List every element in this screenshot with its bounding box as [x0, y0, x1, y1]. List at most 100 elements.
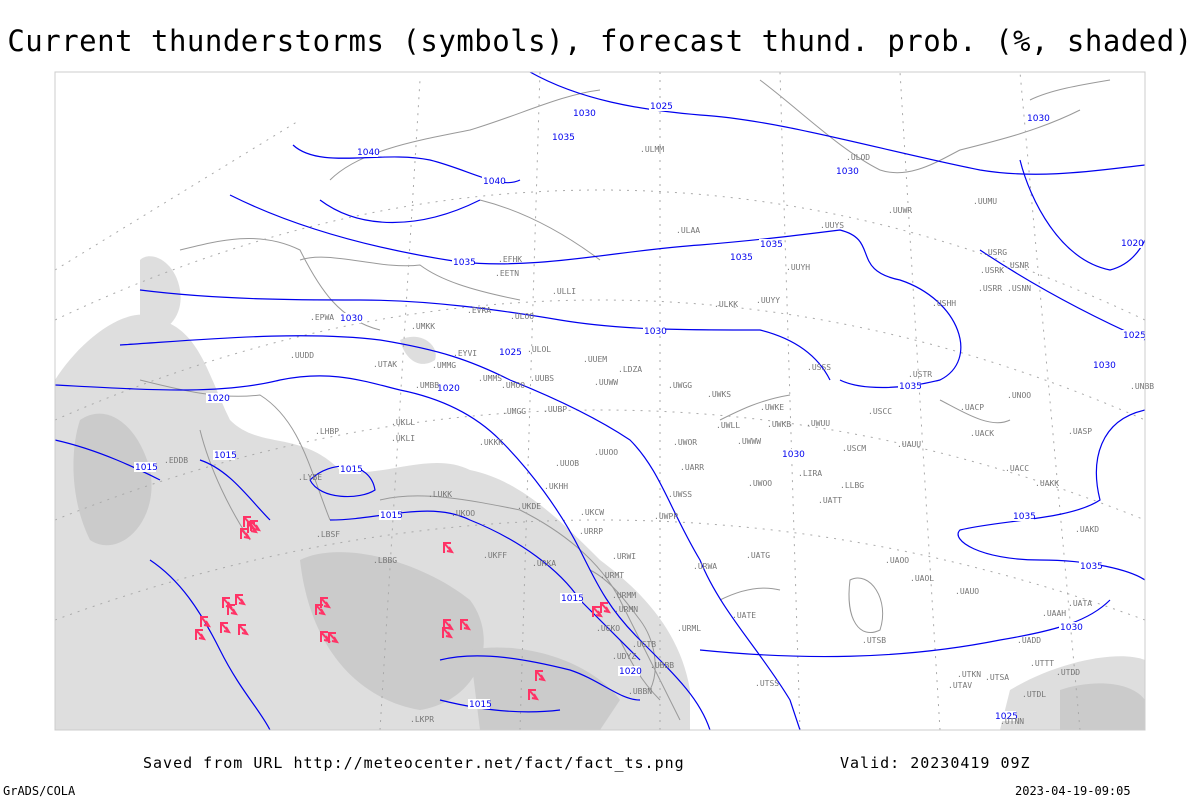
station-label: .ULLI — [552, 287, 576, 296]
station-label: .EPWA — [310, 313, 334, 322]
station-label: .USRR — [978, 284, 1002, 293]
isobar-label: 1030 — [1060, 623, 1083, 633]
station-label: .UMKK — [411, 322, 435, 331]
station-label: .LDZA — [618, 365, 642, 374]
isobar-label: 1035 — [730, 253, 753, 263]
station-label: .EYVI — [453, 349, 477, 358]
station-label: .UWKE — [760, 403, 784, 412]
station-label: .UTSS — [755, 679, 779, 688]
isobar-label: 1030 — [340, 314, 363, 324]
isobar-labels: 1040 1040 1035 1030 1025 1030 1030 1035 1035 1035… — [134, 101, 1146, 722]
station-label: .UWKB — [767, 420, 791, 429]
isobar-label: 1015 — [469, 700, 492, 710]
isobar-label: 1035 — [760, 240, 783, 250]
station-label: .UKDE — [517, 502, 541, 511]
station-label: .URML — [677, 624, 701, 633]
station-label: .UWUU — [806, 419, 830, 428]
station-label: .ULOL — [527, 345, 551, 354]
station-label: .UAOO — [885, 556, 909, 565]
station-label: .UMGG — [502, 407, 526, 416]
isobar-label: 1035 — [552, 133, 575, 143]
station-label: .UATE — [732, 611, 756, 620]
station-label: .UACP — [960, 403, 984, 412]
isobar-label: 1030 — [1093, 361, 1116, 371]
station-label: .UUOB — [555, 459, 579, 468]
station-label: .USCM — [842, 444, 866, 453]
thunderstorm-symbol-icon — [600, 602, 612, 614]
isobar-label: 1015 — [561, 594, 584, 604]
station-label: .UAKD — [1075, 525, 1099, 534]
station-label: .URWA — [693, 562, 717, 571]
station-label: .UKOO — [451, 509, 475, 518]
station-label: .UMMS — [478, 374, 502, 383]
isobar-label: 1030 — [573, 109, 596, 119]
station-label: .USRK — [980, 266, 1004, 275]
station-label: .UTSA — [985, 673, 1009, 682]
station-label: .LKPR — [410, 715, 434, 724]
station-label: .UUYS — [820, 221, 844, 230]
station-label: .UACC — [1005, 464, 1029, 473]
thunderstorm-symbol-icon — [220, 622, 232, 634]
map-title: Current thunderstorms (symbols), forecas… — [7, 24, 1193, 58]
station-label: .USTR — [908, 370, 932, 379]
station-label: .UKFF — [483, 551, 507, 560]
station-label: .UUYH — [786, 263, 810, 272]
station-label: .UWWW — [737, 437, 761, 446]
isobar-label: 1025 — [650, 102, 673, 112]
station-label: .UATG — [746, 551, 770, 560]
station-label: .EDDB — [164, 456, 188, 465]
isobar-label: 1020 — [437, 384, 460, 394]
station-label: .USNR — [1005, 261, 1029, 270]
station-label: .LBSF — [316, 530, 340, 539]
thunderstorm-symbols — [195, 516, 612, 701]
station-label: .USCC — [868, 407, 892, 416]
station-label: .UTAK — [373, 360, 397, 369]
station-label: .UKCW — [580, 508, 604, 517]
station-label: .UKLL — [391, 418, 415, 427]
station-label: .LLBG — [840, 481, 864, 490]
station-label: .URRP — [579, 527, 603, 536]
station-label: .UTTT — [1030, 659, 1054, 668]
isobar-label: 1015 — [214, 451, 237, 461]
station-label: .UATA — [1068, 599, 1092, 608]
station-label: .EETN — [495, 269, 519, 278]
thunderstorm-symbol-icon — [442, 627, 454, 639]
station-label: .LBBG — [373, 556, 397, 565]
station-label: .URKA — [532, 559, 556, 568]
station-label: .URMM — [612, 591, 636, 600]
station-label: .UATT — [818, 496, 842, 505]
station-label: .UMMG — [432, 361, 456, 370]
station-label: .UAKK — [1035, 479, 1059, 488]
station-label: .UAUO — [955, 587, 979, 596]
thunderstorm-symbol-icon — [535, 670, 547, 682]
station-label: .UMOO — [501, 381, 525, 390]
generated-timestamp: 2023-04-19-09:05 — [1015, 784, 1131, 798]
software-credit: GrADS/COLA — [3, 784, 76, 798]
station-label: .UAUU — [897, 440, 921, 449]
station-label: .UTAV — [948, 681, 972, 690]
higher-probability-shading — [73, 413, 1145, 730]
isobar-label: 1015 — [380, 511, 403, 521]
station-label: .UKLI — [391, 434, 415, 443]
station-label: .UACK — [970, 429, 994, 438]
isobar-label: 1015 — [135, 463, 158, 473]
station-label: .UUEM — [583, 355, 607, 364]
thunderstorm-symbol-icon — [250, 520, 262, 532]
station-label: .URMT — [600, 571, 624, 580]
station-label: .UWOO — [748, 479, 772, 488]
station-label: .UARR — [680, 463, 704, 472]
thunderstorm-symbol-icon — [443, 542, 455, 554]
isobar-label: 1030 — [644, 327, 667, 337]
station-label: .ULAA — [676, 226, 700, 235]
station-label: .UUOO — [594, 448, 618, 457]
station-label: .UUBP — [543, 405, 567, 414]
station-label: .LYBE — [298, 473, 322, 482]
station-label: .USNN — [1007, 284, 1031, 293]
station-label: .UTKN — [957, 670, 981, 679]
station-label: .UUWW — [594, 378, 618, 387]
isobar-label: 1035 — [1013, 512, 1036, 522]
thunderstorm-symbol-icon — [240, 528, 252, 540]
station-label: .UWGG — [668, 381, 692, 390]
station-label: .UNBB — [1130, 382, 1154, 391]
